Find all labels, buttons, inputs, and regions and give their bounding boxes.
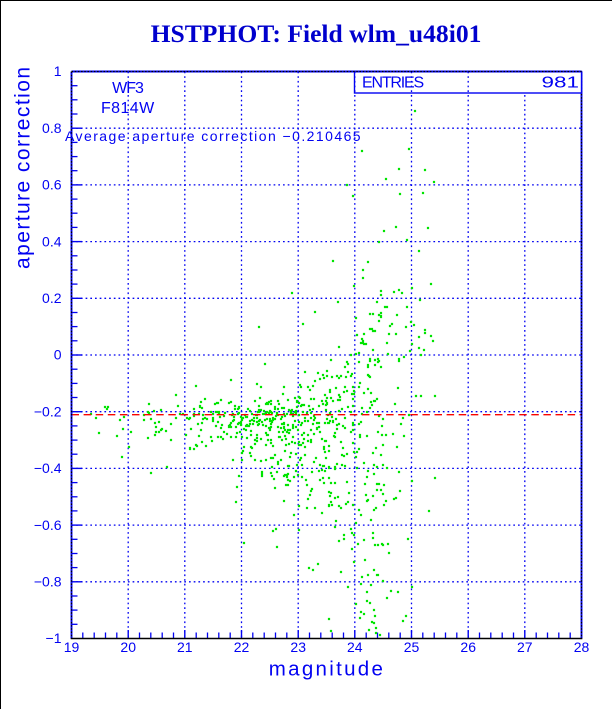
svg-text:19: 19 xyxy=(64,639,80,655)
svg-text:0.2: 0.2 xyxy=(42,290,62,306)
svg-text:WF3: WF3 xyxy=(112,80,144,97)
svg-text:−1: −1 xyxy=(46,630,62,646)
svg-text:25: 25 xyxy=(404,639,420,655)
svg-text:27: 27 xyxy=(517,639,533,655)
svg-text:HSTPHOT: Field wlm_u48i01: HSTPHOT: Field wlm_u48i01 xyxy=(151,19,482,48)
svg-text:0.6: 0.6 xyxy=(42,177,62,193)
svg-text:1: 1 xyxy=(54,63,62,79)
svg-text:981: 981 xyxy=(542,75,580,92)
svg-text:0.8: 0.8 xyxy=(42,120,62,136)
svg-text:−0.8: −0.8 xyxy=(34,574,62,590)
svg-text:−0.2: −0.2 xyxy=(34,403,62,419)
svg-text:21: 21 xyxy=(177,639,193,655)
svg-text:23: 23 xyxy=(290,639,306,655)
svg-text:28: 28 xyxy=(574,639,590,655)
svg-text:22: 22 xyxy=(234,639,250,655)
svg-text:26: 26 xyxy=(460,639,476,655)
svg-text:0: 0 xyxy=(54,347,62,363)
svg-text:20: 20 xyxy=(120,639,136,655)
svg-text:0.4: 0.4 xyxy=(42,233,62,249)
svg-text:ENTRIES: ENTRIES xyxy=(362,75,423,92)
svg-text:24: 24 xyxy=(347,639,363,655)
svg-text:−0.6: −0.6 xyxy=(34,517,62,533)
svg-text:−0.4: −0.4 xyxy=(34,460,62,476)
svg-text:magnitude: magnitude xyxy=(269,658,385,681)
svg-text:aperture correction: aperture correction xyxy=(11,66,34,269)
svg-text:F814W: F814W xyxy=(101,100,155,117)
svg-text:Average aperture correction −0: Average aperture correction −0.210465 xyxy=(65,128,362,144)
